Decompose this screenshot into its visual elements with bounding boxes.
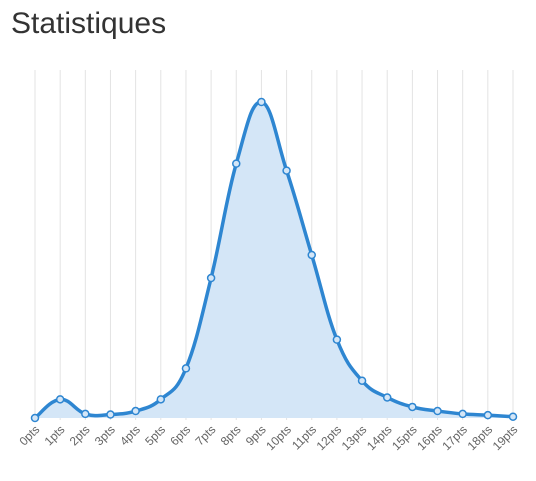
data-point-0pts [30, 413, 40, 423]
x-tick-label: 12pts [314, 422, 345, 453]
x-tick-label: 4pts [117, 422, 143, 448]
x-tick-label: 15pts [389, 422, 420, 453]
x-tick-label: 11pts [289, 422, 319, 452]
data-point-5pts [156, 395, 166, 404]
data-point-8pts [232, 159, 241, 168]
x-tick-label: 0pts [16, 422, 42, 448]
x-tick-label: 18pts [465, 422, 496, 453]
x-tick-label: 17pts [439, 422, 470, 453]
x-tick-label: 1pts [42, 422, 68, 448]
x-axis: 0pts 1pts 2pts 3pts 4pts 5pts 6pts 7pts 8pts 9pts… [16, 422, 520, 453]
data-point-2pts [81, 409, 90, 419]
area-fill [35, 101, 513, 418]
x-tick-label: 3pts [92, 422, 118, 448]
data-point-1pts [55, 395, 65, 404]
data-point-11pts [307, 250, 316, 260]
x-tick-label: 2pts [67, 422, 93, 448]
data-point-12pts [332, 335, 342, 344]
data-point-17pts [458, 409, 467, 419]
page-title: Statistiques [11, 7, 167, 40]
data-point-3pts [106, 410, 115, 419]
data-point-16pts [433, 406, 442, 416]
data-point-7pts [206, 273, 216, 283]
x-tick-label: 13pts [339, 422, 370, 453]
x-tick-label: 14pts [364, 422, 395, 453]
data-point-18pts [483, 410, 493, 420]
data-points [30, 97, 518, 423]
data-point-9pts [257, 97, 266, 107]
x-tick-label: 19pts [490, 422, 521, 453]
x-tick-label: 16pts [414, 422, 445, 453]
data-point-10pts [282, 166, 291, 175]
data-point-19pts [508, 412, 518, 421]
data-point-4pts [131, 406, 140, 416]
x-tick-label: 6pts [167, 422, 193, 448]
data-point-15pts [408, 402, 417, 412]
data-point-6pts [181, 364, 191, 373]
series-line [33, 100, 515, 420]
x-tick-label: 7pts [193, 422, 219, 448]
data-point-13pts [357, 376, 367, 385]
x-tick-label: 5pts [142, 422, 168, 448]
data-point-14pts [382, 393, 392, 402]
x-tick-label: 10pts [263, 422, 294, 453]
x-tick-label: 8pts [218, 422, 244, 448]
